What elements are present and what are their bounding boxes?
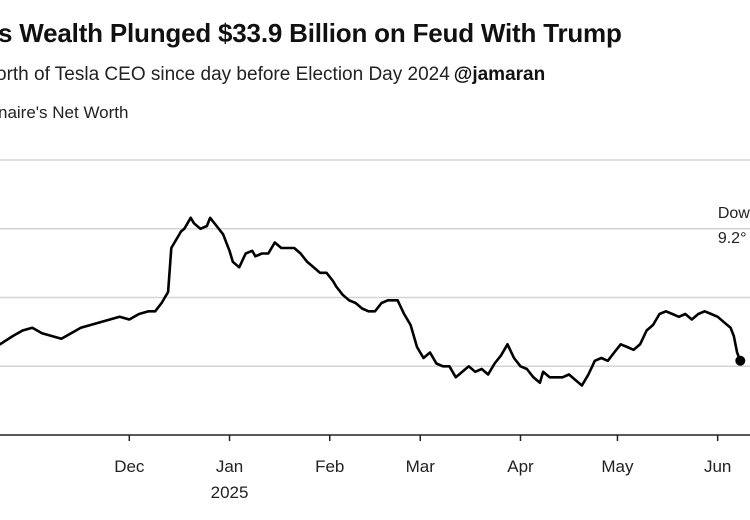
x-tick-label-mar: Mar [406, 457, 436, 476]
annotation-1: 9.2° [718, 230, 747, 247]
gridlines [0, 159, 750, 436]
subtitle-text: orth of Tesla CEO since day before Elect… [0, 64, 450, 85]
chart-title: s Wealth Plunged $33.9 Billion on Feud W… [0, 18, 622, 48]
x-axis-ticks: Dec Jan 2025 Feb Mar Apr May Jun [114, 435, 731, 502]
annotation-0: Dow [718, 205, 750, 222]
x-tick-label-apr: Apr [507, 457, 534, 476]
x-tick-label-jun: Jun [704, 457, 731, 476]
x-tick-label-feb: Feb [315, 457, 344, 476]
chart-subtitle: orth of Tesla CEO since day before Elect… [0, 64, 545, 86]
x-tick-label-jan: Jan [216, 457, 243, 476]
endpoint-marker [735, 355, 746, 366]
y-axis-label: naire's Net Worth [0, 103, 129, 122]
series-group [0, 216, 742, 387]
x-tick-label-dec: Dec [114, 457, 145, 476]
annotations: Dow 9.2° [718, 205, 750, 366]
x-tick-label-may: May [601, 457, 634, 476]
series-line-0 [0, 216, 742, 387]
x-tick-sublabel-year: 2025 [211, 483, 249, 502]
author-handle: @jamaran [453, 64, 546, 85]
